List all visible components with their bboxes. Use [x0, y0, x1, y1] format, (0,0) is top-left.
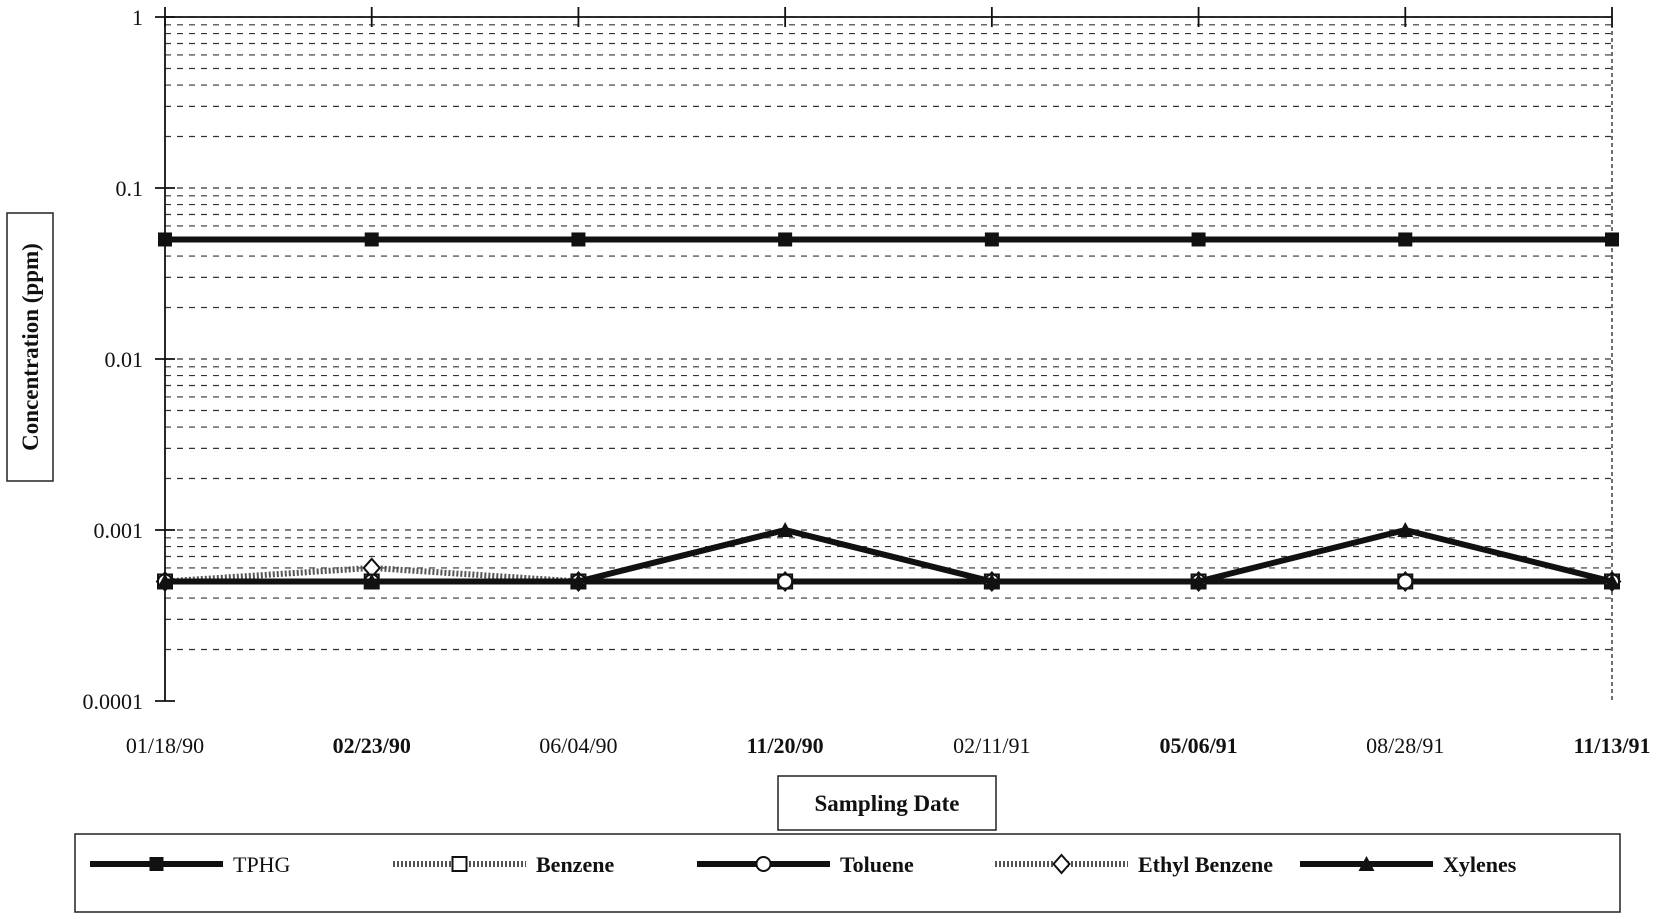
y-tick-label: 0.1	[116, 176, 144, 201]
legend-item-toluene: Toluene	[697, 852, 914, 877]
legend-swatch-marker	[1052, 853, 1071, 875]
data-point-xylenes	[570, 573, 587, 589]
data-point-xylenes	[363, 573, 380, 589]
x-tick-label: 11/13/91	[1573, 733, 1650, 758]
legend-swatch-marker	[451, 856, 468, 872]
legend-label-xylenes: Xylenes	[1443, 852, 1517, 877]
legend-swatch-marker	[1358, 856, 1375, 871]
x-axis-title-group: Sampling Date	[777, 775, 997, 831]
legend-label-tphg: TPHG	[233, 852, 291, 877]
y-tick-label: 0.0001	[83, 689, 144, 714]
x-tick-label: 01/18/90	[126, 733, 204, 758]
data-point-toluene	[777, 573, 794, 590]
data-point-xylenes	[1397, 522, 1414, 537]
data-point-tphg	[158, 232, 172, 247]
legend-items: TPHG Benzene Toluene Ethyl Benzene Xylenes	[90, 852, 1517, 877]
data-point-tphg	[984, 232, 999, 247]
series-layer	[155, 232, 1622, 592]
legend-box	[74, 833, 1621, 913]
data-point-xylenes	[157, 573, 173, 589]
y-tick-label: 0.001	[94, 518, 144, 543]
legend-swatch-marker	[149, 857, 164, 871]
legend: TPHG Benzene Toluene Ethyl Benzene Xylenes	[74, 833, 1621, 913]
y-axis-title-box	[6, 212, 54, 482]
legend-item-benzene: Benzene	[393, 852, 614, 877]
x-tick-label: 02/11/91	[953, 733, 1030, 758]
data-point-xylenes	[1190, 573, 1207, 589]
x-tick-label: 05/06/91	[1159, 733, 1237, 758]
data-point-tphg	[1398, 232, 1413, 247]
legend-label-toluene: Toluene	[840, 852, 914, 877]
legend-label-ethyl-benzene: Ethyl Benzene	[1138, 852, 1273, 877]
data-point-tphg	[364, 232, 379, 247]
series-xylenes	[157, 522, 1620, 589]
series-line-xylenes	[165, 527, 1613, 585]
y-tick-label: 1	[132, 5, 143, 30]
grid-layer	[165, 16, 1612, 651]
series-tphg	[158, 232, 1619, 247]
data-point-tphg	[1191, 232, 1206, 247]
data-point-toluene	[1397, 573, 1414, 590]
y-axis-title-group: Concentration (ppm)	[6, 212, 54, 482]
x-tick-label: 08/28/91	[1366, 733, 1444, 758]
data-point-xylenes	[983, 573, 1000, 589]
data-point-tphg	[571, 232, 586, 247]
legend-item-ethyl-benzene: Ethyl Benzene	[995, 852, 1273, 877]
x-tick-label: 02/23/90	[333, 733, 411, 758]
data-point-tphg	[1605, 232, 1619, 247]
data-point-tphg	[778, 232, 793, 247]
x-axis-title: Sampling Date	[814, 791, 959, 816]
legend-label-benzene: Benzene	[536, 852, 614, 877]
legend-swatch-marker	[755, 856, 772, 872]
legend-item-xylenes: Xylenes	[1300, 852, 1517, 877]
data-point-xylenes	[777, 522, 794, 537]
x-tick-label: 06/04/90	[539, 733, 617, 758]
x-axis-title-box	[777, 775, 997, 831]
legend-item-tphg: TPHG	[90, 852, 291, 877]
axis-layer: 1 0.1 0.01 0.001 0.0001 01/18/90 02/23/90 06/04…	[83, 5, 1651, 758]
x-tick-label: 11/20/90	[747, 733, 824, 758]
data-point-xylenes	[1604, 573, 1620, 589]
y-axis-title: Concentration (ppm)	[18, 243, 43, 451]
y-tick-label: 0.01	[105, 347, 144, 372]
